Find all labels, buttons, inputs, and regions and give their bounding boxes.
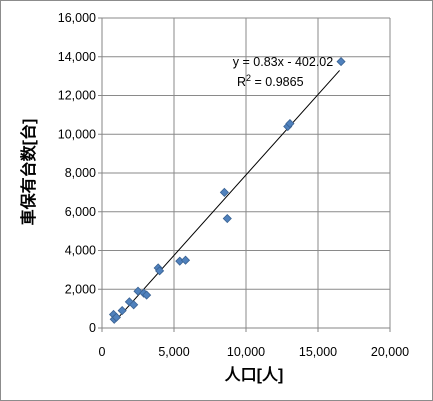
data-point [222,213,232,224]
data-point [285,119,295,129]
data-point [117,305,127,316]
x-tick-label: 10,000 [227,345,265,359]
data-point [142,290,152,300]
data-point [219,187,229,197]
data-point [129,300,139,310]
y-tick-label: 14,000 [58,50,96,64]
data-point [155,266,165,276]
y-tick-label: 16,000 [58,11,96,25]
x-tick-label: 5,000 [158,345,189,359]
axes [98,17,391,332]
tick-labels: 0 2,000 4,000 6,000 8,000 10,000 12,000 14,000 1… [58,11,409,359]
x-tick-label: 0 [99,345,106,359]
trendline-equation: y = 0.83x - 402.02 [233,55,333,69]
r-squared-value: = 0.9865 [251,75,304,89]
y-tick-label: 10,000 [58,127,96,141]
x-axis-title: 人口[人] [225,366,284,384]
data-point [180,255,191,265]
y-tick-label: 2,000 [65,282,96,296]
data-point [111,312,121,322]
y-tick-label: 12,000 [58,89,96,103]
r-squared-label: R2 = 0.9865 [237,73,304,89]
y-axis-title: 車保有台数[台] [19,119,38,226]
y-tick-label: 6,000 [65,205,96,219]
r-squared-superscript: 2 [246,73,251,83]
y-tick-label: 4,000 [65,244,96,258]
r-squared-r: R [237,75,246,89]
x-tick-label: 20,000 [371,345,409,359]
x-tick-label: 15,000 [299,345,337,359]
trendline-group [113,70,340,324]
y-tick-label: 0 [89,321,96,335]
trendline [113,70,340,324]
data-point [336,57,346,67]
y-tick-label: 8,000 [65,166,96,180]
data-points [108,57,346,324]
